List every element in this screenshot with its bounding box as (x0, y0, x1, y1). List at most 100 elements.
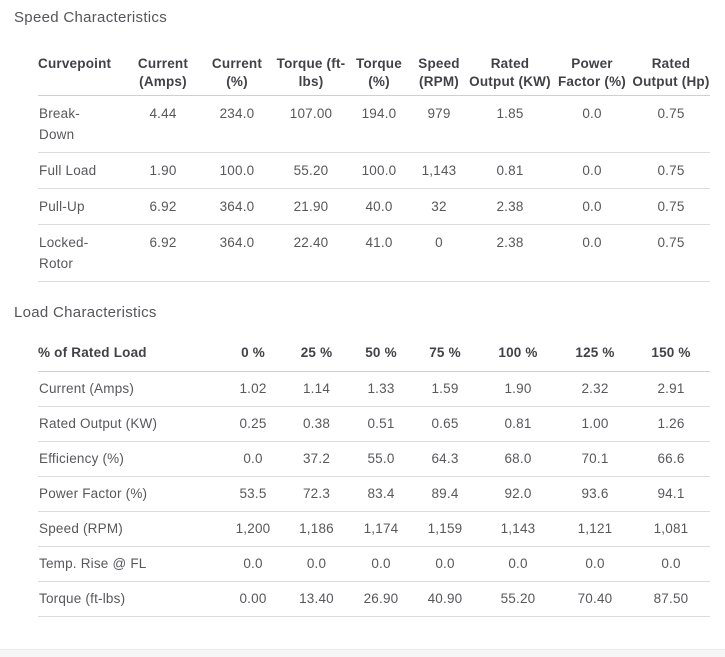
speed-characteristics-table: Curvepoint Current (Amps) Current (%) Torqu… (38, 55, 710, 282)
value-cell: 1,081 (653, 521, 689, 536)
load-characteristics-section: Load Characteristics % of Rated Load 0 % 2… (14, 304, 710, 617)
column-header: 25 % (300, 345, 333, 360)
table-row: Rated Output (KW) 0.25 0.38 0.51 0.65 0.81 1.0… (38, 407, 710, 442)
value-cell: 55.20 (500, 591, 536, 606)
value-cell: 364.0 (219, 235, 255, 250)
value-cell: 0.0 (371, 556, 391, 571)
value-cell: 37.2 (302, 451, 331, 466)
value-cell: 194.0 (361, 106, 397, 121)
value-cell: 1.90 (149, 163, 177, 178)
value-cell: 93.6 (581, 486, 609, 501)
motor-characteristics-page: Speed Characteristics Curvepoint Current … (14, 9, 710, 617)
value-cell: 0.0 (582, 235, 602, 250)
value-cell: 0.25 (239, 416, 267, 431)
column-header: Torque (ft-lbs) (276, 56, 346, 89)
value-cell: 72.3 (302, 486, 331, 501)
next-section-edge (0, 649, 725, 657)
value-cell: 1.00 (581, 416, 609, 431)
value-cell: 0.0 (582, 163, 602, 178)
column-header: 75 % (429, 345, 461, 360)
column-header: 50 % (365, 345, 397, 360)
value-cell: 1,159 (427, 521, 463, 536)
value-cell: 0.0 (582, 199, 602, 214)
value-cell: 1.85 (496, 106, 524, 121)
value-cell: 94.1 (657, 486, 685, 501)
value-cell: 0.0 (582, 106, 602, 121)
value-cell: 13.40 (299, 591, 334, 606)
value-cell: 0 (435, 235, 443, 250)
value-cell: 0.81 (496, 163, 524, 178)
column-header: Current (%) (211, 56, 263, 89)
value-cell: 0.51 (367, 416, 395, 431)
value-cell: 234.0 (219, 106, 255, 121)
table-row: Efficiency (%) 0.0 37.2 55.0 64.3 68.0 70.1 66.… (38, 442, 710, 477)
value-cell: 70.40 (577, 591, 613, 606)
value-cell: 1,121 (577, 521, 613, 536)
row-label: Power Factor (%) (39, 486, 148, 501)
header-row: Curvepoint Current (Amps) Current (%) Torqu… (38, 55, 710, 96)
value-cell: 107.00 (289, 106, 333, 121)
value-cell: 41.0 (365, 235, 393, 250)
row-label: Efficiency (%) (39, 451, 125, 466)
row-label: Torque (ft-lbs) (39, 591, 126, 606)
value-cell: 22.40 (293, 235, 329, 250)
value-cell: 32 (431, 199, 447, 214)
row-label: Rated Output (KW) (39, 416, 158, 431)
row-label: Speed (RPM) (39, 521, 123, 536)
load-characteristics-table: % of Rated Load 0 % 25 % 50 % 75 % 100 % 125 %… (38, 344, 710, 617)
value-cell: 0.65 (431, 416, 459, 431)
value-cell: 53.5 (239, 486, 267, 501)
value-cell: 70.1 (581, 451, 609, 466)
table-row: Speed (RPM) 1,200 1,186 1,174 1,159 1,143 1,12… (38, 512, 710, 547)
value-cell: 1.26 (657, 416, 685, 431)
value-cell: 0.75 (657, 199, 685, 214)
column-header: Rated Output (KW) (469, 56, 551, 89)
column-header: 100 % (498, 345, 538, 360)
value-cell: 0.75 (657, 106, 685, 121)
value-cell: 0.00 (239, 591, 267, 606)
value-cell: 1,174 (363, 521, 399, 536)
value-cell: 0.0 (508, 556, 528, 571)
table-row: Full Load 1.90 100.0 55.20 100.0 1,143 0.81 0.0… (38, 153, 710, 189)
value-cell: 0.0 (243, 451, 263, 466)
value-cell: 2.38 (496, 235, 524, 250)
value-cell: 0.0 (661, 556, 681, 571)
value-cell: 55.20 (293, 163, 329, 178)
column-header: 150 % (651, 345, 691, 360)
value-cell: 100.0 (361, 163, 397, 178)
row-label: Pull-Up (39, 199, 85, 214)
column-header: Rated Output (Hp) (632, 56, 710, 89)
speed-characteristics-section: Speed Characteristics Curvepoint Current … (14, 9, 710, 282)
value-cell: 0.0 (306, 556, 327, 571)
value-cell: 100.0 (219, 163, 255, 178)
value-cell: 92.0 (504, 486, 532, 501)
value-cell: 87.50 (653, 591, 689, 606)
table-row: Temp. Rise @ FL 0.0 0.0 0.0 0.0 0.0 0.0 0.0 (38, 547, 710, 582)
value-cell: 6.92 (149, 235, 177, 250)
column-header: 125 % (575, 345, 615, 360)
value-cell: 6.92 (149, 199, 177, 214)
row-label-column-header: Curvepoint (38, 56, 112, 71)
value-cell: 364.0 (219, 199, 255, 214)
value-cell: 0.0 (243, 556, 263, 571)
value-cell: 89.4 (431, 486, 459, 501)
table-row: Current (Amps) 1.02 1.14 1.33 1.59 1.90 2.32 2.… (38, 372, 710, 407)
row-label-column-header: % of Rated Load (38, 345, 147, 360)
value-cell: 1.02 (239, 381, 267, 396)
value-cell: 0.38 (302, 416, 331, 431)
table-row: Break-Down 4.44 234.0 107.00 194.0 979 1.85 0.0… (38, 96, 710, 153)
row-label: Current (Amps) (39, 381, 135, 396)
value-cell: 979 (427, 106, 451, 121)
table-row: Locked-Rotor 6.92 364.0 22.40 41.0 0 2.38 0.0 0.… (38, 225, 710, 282)
value-cell: 40.90 (427, 591, 463, 606)
value-cell: 0.0 (435, 556, 455, 571)
column-header: 0 % (241, 345, 265, 360)
value-cell: 1,143 (421, 163, 457, 178)
header-row: % of Rated Load 0 % 25 % 50 % 75 % 100 % 125 %… (38, 344, 710, 372)
section-title-speed: Speed Characteristics (14, 9, 168, 26)
value-cell: 26.90 (363, 591, 399, 606)
value-cell: 1.90 (504, 381, 532, 396)
value-cell: 1,200 (235, 521, 271, 536)
value-cell: 1,143 (500, 521, 536, 536)
value-cell: 4.44 (149, 106, 177, 121)
